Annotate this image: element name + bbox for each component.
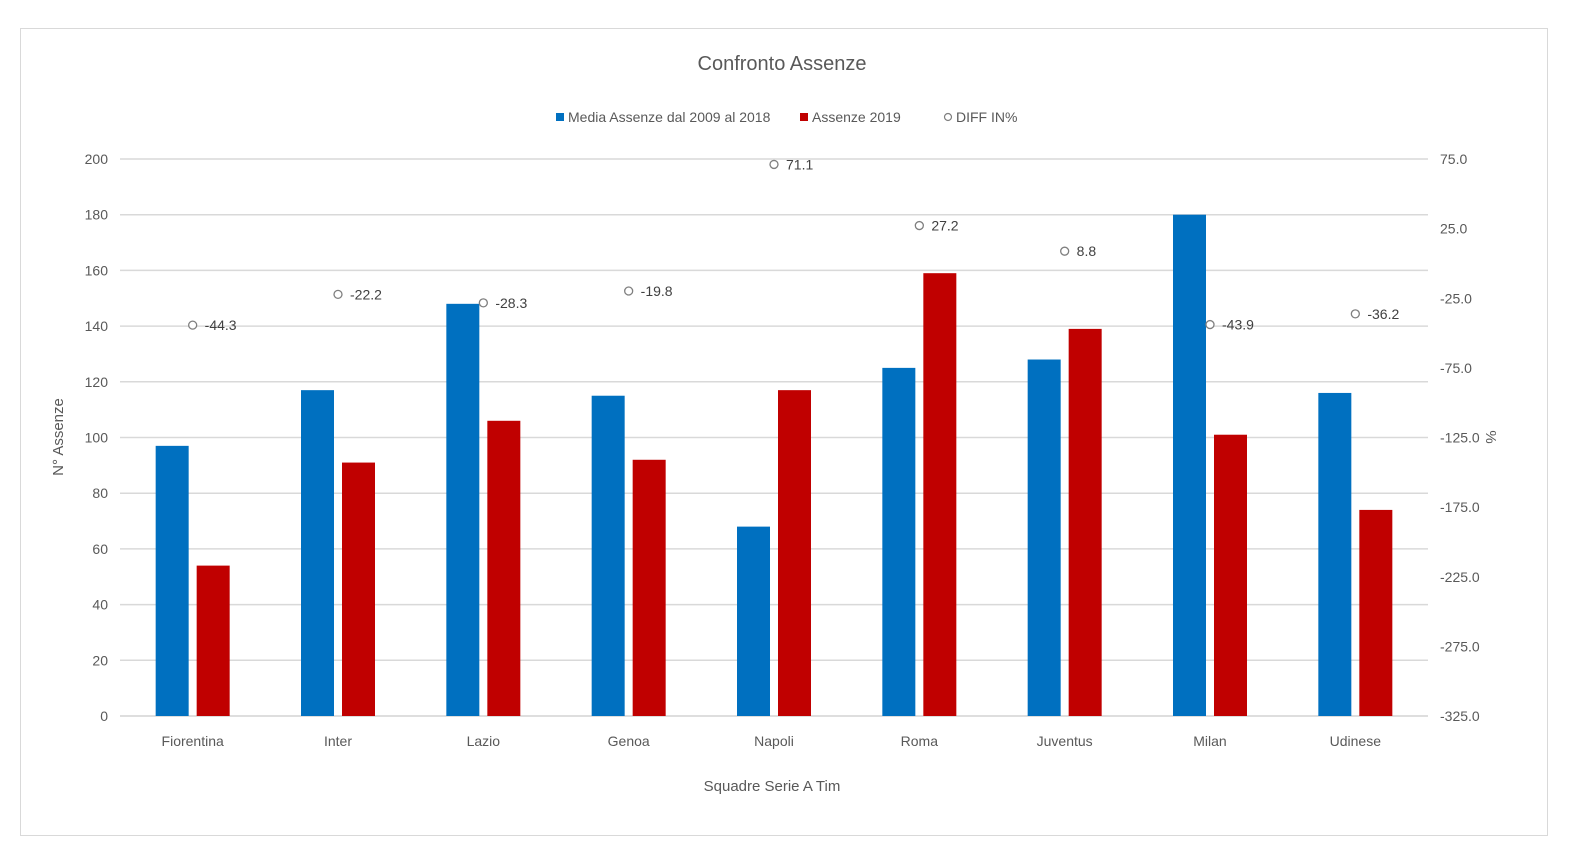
diff-marker [914,220,924,231]
x-tick-label: Genoa [608,733,650,749]
x-tick-label: Udinese [1330,733,1382,749]
bar-assenze-2019 [342,462,375,716]
y-tick-label: 180 [85,207,109,223]
chart-text: Confronto Assenze Squadre Serie A Tim N°… [50,53,1499,795]
y-tick-label: 60 [92,541,108,557]
bar-assenze-2019 [923,273,957,716]
diff-data-label: -44.3 [205,317,237,333]
y-tick-label: 160 [85,262,109,278]
diff-data-label: 27.2 [931,218,958,234]
diff-marker [333,289,343,300]
y2-axis-title: % [1482,430,1499,443]
y-tick-label: 40 [92,597,108,613]
y2-tick-label: -325.0 [1440,708,1480,724]
diff-data-label: -36.2 [1367,306,1399,322]
x-tick-label: Inter [324,733,352,749]
legend-label: Media Assenze dal 2009 al 2018 [568,109,771,125]
bar-media-assenze [1318,392,1352,716]
bar-media-assenze [155,445,189,716]
bar-assenze-2019 [632,459,666,716]
bar-assenze-2019 [1359,509,1393,716]
diff-data-label: -19.8 [641,283,673,299]
legend: Media Assenze dal 2009 al 2018 Assenze 20… [556,109,1017,125]
diff-marker [188,320,198,330]
diff-markers [188,159,1360,330]
y-tick-label: 100 [85,430,109,446]
diff-data-label: 8.8 [1077,243,1097,259]
gridlines [120,158,1428,717]
y2-tick-label: -75.0 [1440,360,1472,376]
bar-media-assenze [446,303,480,716]
y2-tick-label: 75.0 [1440,151,1467,167]
x-tick-label: Lazio [467,733,501,749]
y-tick-label: 140 [85,318,109,334]
bar-assenze-2019 [778,390,811,716]
bar-media-assenze [301,390,334,716]
x-tick-label: Roma [901,733,939,749]
y2-tick-label: -275.0 [1440,638,1480,654]
bar-assenze-2019 [196,565,230,716]
diff-data-label: -28.3 [495,295,527,311]
bar-media-assenze [1027,359,1061,716]
y2-tick-label: -175.0 [1440,499,1480,515]
y-tick-label: 200 [85,151,109,167]
y2-tick-label: 25.0 [1440,221,1467,237]
legend-label: Assenze 2019 [812,109,901,125]
x-tick-label: Fiorentina [162,733,224,749]
y-axis-title: N° Assenze [50,398,67,476]
bar-media-assenze [1173,214,1206,716]
y-tick-label: 0 [100,708,108,724]
diff-marker [478,298,488,308]
bar-assenze-2019 [1068,328,1102,716]
y-tick-label: 20 [92,652,108,668]
diff-marker [769,159,779,170]
bar-media-assenze [591,395,625,716]
diff-data-label: -22.2 [350,286,382,302]
chart-title: Confronto Assenze [698,53,867,75]
diff-marker [624,286,634,296]
legend-swatch-diff [943,112,953,122]
diff-marker [1060,246,1070,256]
y2-tick-label: -125.0 [1440,430,1480,446]
bars [155,214,1393,716]
x-tick-label: Milan [1193,733,1226,749]
diff-data-label: -43.9 [1222,317,1254,333]
y-tick-label: 120 [85,374,109,390]
x-axis-title: Squadre Serie A Tim [704,778,841,795]
bar-assenze-2019 [1214,434,1247,716]
legend-swatch-2019 [800,113,808,121]
y2-tick-label: -25.0 [1440,290,1472,306]
diff-marker [1205,319,1215,330]
x-tick-label: Napoli [754,733,794,749]
y2-tick-label: -225.0 [1440,569,1480,585]
diff-marker [1350,309,1360,319]
y-tick-label: 80 [92,485,108,501]
bar-media-assenze [737,526,770,716]
bar-assenze-2019 [487,420,521,716]
legend-swatch-media [556,113,564,121]
legend-label: DIFF IN% [956,109,1017,125]
bar-media-assenze [882,367,916,716]
x-tick-label: Juventus [1037,733,1093,749]
diff-data-label: 71.1 [786,156,813,172]
